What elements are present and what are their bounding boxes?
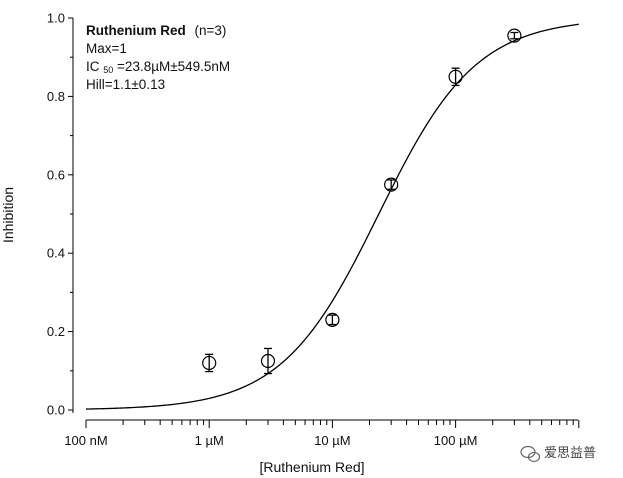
data-point <box>325 312 340 327</box>
x-tick-label: 10 µM <box>314 433 350 448</box>
data-point <box>202 355 217 371</box>
y-tick-label: 0.8 <box>47 89 65 104</box>
axes: 0.0 0.2 0.4 0.6 0.8 1.0 100 nM 1 µM 10 µM 100 µM <box>47 11 580 448</box>
data-point <box>384 177 399 192</box>
y-tick-label: 0.2 <box>47 324 65 339</box>
data-point <box>507 28 522 43</box>
annotation-max: Max=1 <box>86 41 127 56</box>
annotation-compound: Ruthenium Red <box>86 23 186 38</box>
data-point <box>260 353 276 369</box>
annotation-ic50: IC 50 =23.8µM±549.5nM <box>86 59 230 76</box>
annotation-n: (n=3) <box>195 23 227 38</box>
annotation-ic50-sub: 50 <box>103 65 113 75</box>
chart-marks <box>85 23 579 410</box>
wechat-icon <box>520 445 541 463</box>
watermark-text: 爱思益普 <box>544 446 596 461</box>
annotation-title: Ruthenium Red (n=3) <box>86 23 226 38</box>
watermark: 爱思益普 <box>520 445 596 463</box>
data-point <box>448 69 463 84</box>
y-axis-label: Inhibition <box>0 187 16 243</box>
y-tick-label: 1.0 <box>47 11 65 26</box>
annotation-ic50-prefix: IC <box>86 59 100 74</box>
annotation-ic50-value: =23.8µM±549.5nM <box>117 59 230 74</box>
annotation-hill: Hill=1.1±0.13 <box>86 77 165 92</box>
y-tick-label: 0.4 <box>47 246 65 261</box>
x-tick-label: 100 µM <box>434 433 478 448</box>
x-tick-label: 1 µM <box>195 433 224 448</box>
x-tick-label: 100 nM <box>64 433 107 448</box>
y-tick-label: 0.6 <box>47 167 65 182</box>
annotation-box: Ruthenium Red (n=3) Max=1 IC 50 =23.8µM±… <box>86 23 230 92</box>
x-axis-label: [Ruthenium Red] <box>259 459 364 475</box>
y-tick-label: 0.0 <box>47 403 65 418</box>
fit-curve <box>85 23 579 410</box>
